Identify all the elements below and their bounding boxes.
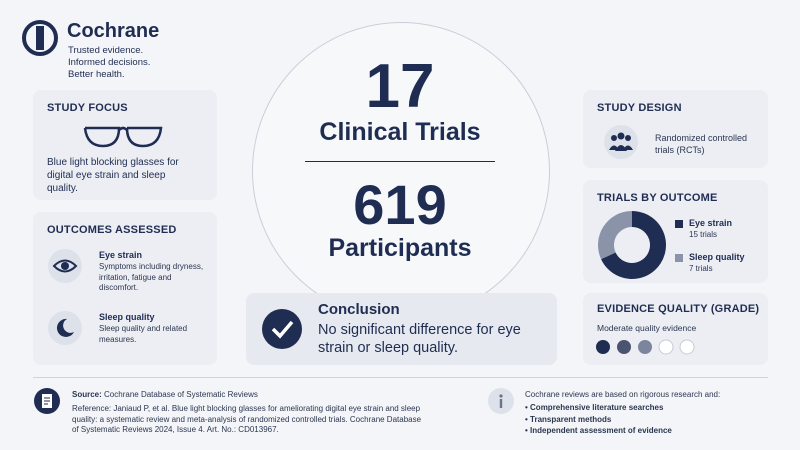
card-text: Blue light blocking glasses for digital … [47,157,179,194]
reference: Reference: Janiaud P, et al. Blue light … [72,404,422,434]
donut-segment [598,211,632,260]
participants-number: 619 [353,173,447,236]
source-label: Source: [72,390,102,399]
source-text: Cochrane Database of Systematic Reviews [104,390,258,399]
bullet: • Independent assessment of evidence [525,426,672,435]
source: Source: Cochrane Database of Systematic … [72,390,258,401]
donut-chart [598,211,666,279]
check-icon [262,309,302,349]
legend-name: Eye strain [689,218,733,228]
outcomes-card: OUTCOMES ASSESSED Eye strain Symptoms in… [33,212,217,365]
study-design-card: STUDY DESIGN Randomized controlled trial… [583,90,768,168]
tagline-line: Trusted evidence. [68,45,144,56]
trials-label: Clinical Trials [319,118,481,146]
legend-swatch [675,254,683,262]
legend-swatch [675,220,683,228]
outcome-text: Symptoms including dryness, irritation, … [99,262,204,292]
card-title: TRIALS BY OUTCOME [597,192,718,204]
card-text: Randomized controlled trials (RCTs) [655,133,748,155]
conclusion-title: Conclusion [318,301,400,318]
card-text: Moderate quality evidence [597,323,697,333]
brand: Cochrane [67,20,160,42]
people-icon [604,125,638,159]
outcome-name: Eye strain [99,250,143,260]
conclusion-text: No significant difference for eye strain… [318,322,521,356]
bullet-list: • Comprehensive literature searches • Tr… [525,403,672,437]
card-title: STUDY DESIGN [597,102,682,114]
donut-segment [601,211,666,279]
tagline-line: Informed decisions. [68,57,151,68]
eye-icon [48,249,82,283]
document-icon [34,388,60,414]
outcome-text: Sleep quality and related measures. [99,324,188,344]
tagline-line: Better health. [68,69,125,80]
study-focus-card: STUDY FOCUS Blue light blocking glasses … [33,90,217,200]
bullet-text: Comprehensive literature searches [530,403,664,412]
logo [22,20,58,56]
outcome-name: Sleep quality [99,312,155,322]
trials-by-outcome-card: TRIALS BY OUTCOME Eye strain 15 trials Sle… [583,180,768,283]
bullet: • Transparent methods [525,414,612,424]
info-icon [488,388,514,414]
card-title: OUTCOMES ASSESSED [47,224,177,236]
bullet-text: Independent assessment of evidence [530,426,672,435]
glasses-icon [83,126,163,148]
divider [305,161,495,162]
moon-icon [48,311,82,345]
tagline: Trusted evidence. Informed decisions. Be… [68,45,150,81]
conclusion-card: Conclusion No significant difference for… [246,293,557,365]
trials-number: 17 [365,52,435,121]
card-title: STUDY FOCUS [47,102,128,114]
bullet-text: Transparent methods [530,414,612,424]
legend-value: 7 trials [689,264,713,273]
legend-name: Sleep quality [689,252,745,262]
card-title: EVIDENCE QUALITY (GRADE) [597,303,760,315]
info-text: Cochrane reviews are based on rigorous r… [525,390,721,399]
bullet: • Comprehensive literature searches [525,403,664,412]
grade-dots [596,339,695,355]
participants-label: Participants [328,234,472,262]
evidence-card: EVIDENCE QUALITY (GRADE) Moderate qualit… [583,293,768,365]
legend-value: 15 trials [689,230,718,239]
footer-rule [33,377,768,378]
